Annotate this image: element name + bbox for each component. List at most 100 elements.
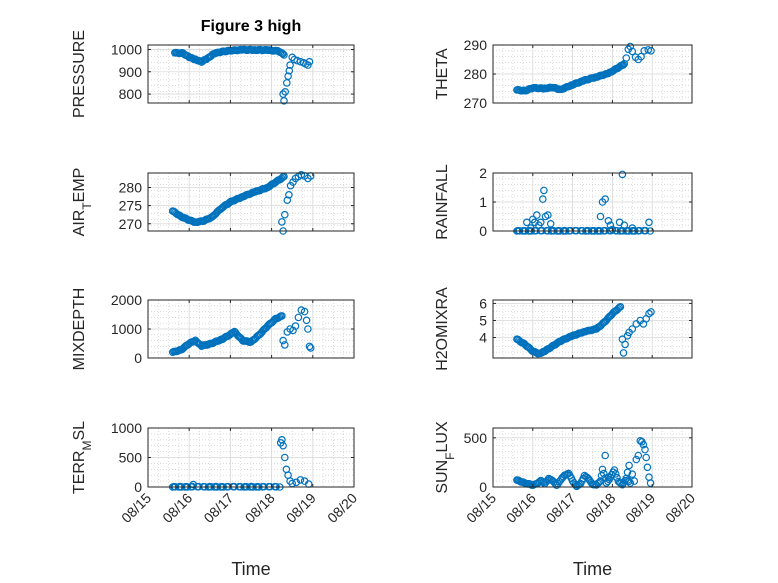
x-tick-label: 08/18 <box>582 490 618 526</box>
data-point <box>279 336 287 345</box>
subplot-1: 800 900 1000 PRESSURE <box>71 30 355 118</box>
x-axis-label-left: Time <box>231 559 270 579</box>
data-point <box>532 211 541 219</box>
y-tick-label: 900 <box>119 64 143 80</box>
data-point <box>614 304 622 313</box>
y-axis-label-subscript: F <box>443 453 457 460</box>
minor-grid <box>493 45 692 103</box>
y-tick-label: 5 <box>479 312 487 328</box>
x-tick-label: 08/19 <box>283 490 319 526</box>
data-point <box>601 451 610 460</box>
y-axis-label: MIXDEPTH <box>71 288 88 371</box>
data-point <box>634 451 643 460</box>
data-point <box>625 477 633 486</box>
y-axis-label-subscript: M <box>80 441 94 451</box>
data-point <box>645 218 653 227</box>
subplot-3: 270 275 280 AIRTEMP <box>71 168 355 237</box>
subplot-5: 0 1000 2000 MIXDEPTH <box>71 288 355 371</box>
data-point <box>291 322 300 330</box>
x-tick-label: 08/15 <box>463 490 499 526</box>
y-axis-label: PRESSURE <box>71 30 88 118</box>
minor-grid <box>148 173 354 231</box>
data-point <box>306 344 315 352</box>
y-tick-label: 1000 <box>111 41 142 57</box>
data-point <box>278 312 286 320</box>
axes-box <box>492 299 693 359</box>
data-point <box>604 473 613 482</box>
data-point <box>606 221 615 230</box>
data-point <box>626 479 635 487</box>
data-point <box>641 445 649 454</box>
data-point <box>302 316 311 325</box>
data-point <box>293 56 301 65</box>
data-point <box>632 455 641 464</box>
y-axis-label-part: AIR <box>71 210 88 237</box>
y-tick-label: 1000 <box>111 420 142 436</box>
axes-box <box>492 427 693 488</box>
y-tick-label: 0 <box>134 350 142 366</box>
y-axis-label-part: TERR <box>71 451 88 495</box>
y-tick-label: 1000 <box>111 321 142 337</box>
data-point <box>639 440 648 449</box>
x-tick-label: 08/18 <box>242 490 278 526</box>
y-tick-label: 6 <box>479 295 487 311</box>
data-point <box>646 479 655 487</box>
data-point <box>601 195 610 203</box>
y-axis-label-part: H2OMIXRA <box>434 287 451 371</box>
data-point <box>304 325 312 333</box>
subplot-6: 4 56 H2OMIXRA <box>434 287 693 371</box>
data-point <box>628 470 637 479</box>
y-tick-label: 800 <box>119 86 143 102</box>
data-series <box>171 45 314 105</box>
subplot-4: 0 1 2 RAINFALL <box>434 164 693 240</box>
subplot-2: 270 280 290 THETA <box>434 37 693 111</box>
data-series <box>513 302 655 358</box>
y-axis-label: H2OMIXRA <box>434 287 451 371</box>
y-axis-label: TERRMSL <box>71 421 94 494</box>
data-point <box>294 313 303 322</box>
data-point <box>538 195 547 203</box>
data-point <box>630 477 639 485</box>
data-point <box>599 469 608 478</box>
data-point <box>280 97 288 105</box>
data-point <box>292 478 301 487</box>
data-point <box>300 307 309 316</box>
y-axis-label: AIRTEMP <box>71 168 94 237</box>
data-point <box>619 349 628 357</box>
data-point <box>595 478 603 487</box>
data-point <box>628 47 637 56</box>
y-tick-label: 290 <box>464 37 488 53</box>
data-point <box>280 210 289 219</box>
y-axis-label: RAINFALL <box>434 164 451 240</box>
y-tick-label: 2000 <box>111 292 142 308</box>
x-tick-label: 08/16 <box>159 490 195 526</box>
data-point <box>611 470 620 478</box>
x-tick-label: 08/15 <box>118 490 154 526</box>
data-point <box>281 88 290 96</box>
y-tick-label: 0 <box>479 223 487 239</box>
data-point <box>598 465 607 474</box>
data-point <box>536 218 545 227</box>
data-point <box>305 57 314 66</box>
data-point <box>285 66 294 75</box>
data-point <box>279 49 287 58</box>
y-tick-label: 500 <box>119 450 143 466</box>
data-point <box>610 466 619 474</box>
x-tick-label: 08/17 <box>543 490 579 526</box>
data-series <box>513 42 655 95</box>
y-axis-label-part: SL <box>71 421 88 441</box>
y-tick-label: 4 <box>479 330 487 346</box>
y-axis-label-part: THETA <box>434 48 451 100</box>
data-point <box>619 61 628 69</box>
y-axis-label-part: MIXDEPTH <box>71 288 88 371</box>
y-tick-label: 1 <box>479 194 487 210</box>
data-point <box>539 478 548 487</box>
data-point <box>296 476 305 484</box>
data-point <box>596 212 605 221</box>
data-point <box>280 341 289 349</box>
data-point <box>645 309 653 318</box>
y-tick-label: 270 <box>464 95 488 111</box>
data-point <box>608 225 617 234</box>
